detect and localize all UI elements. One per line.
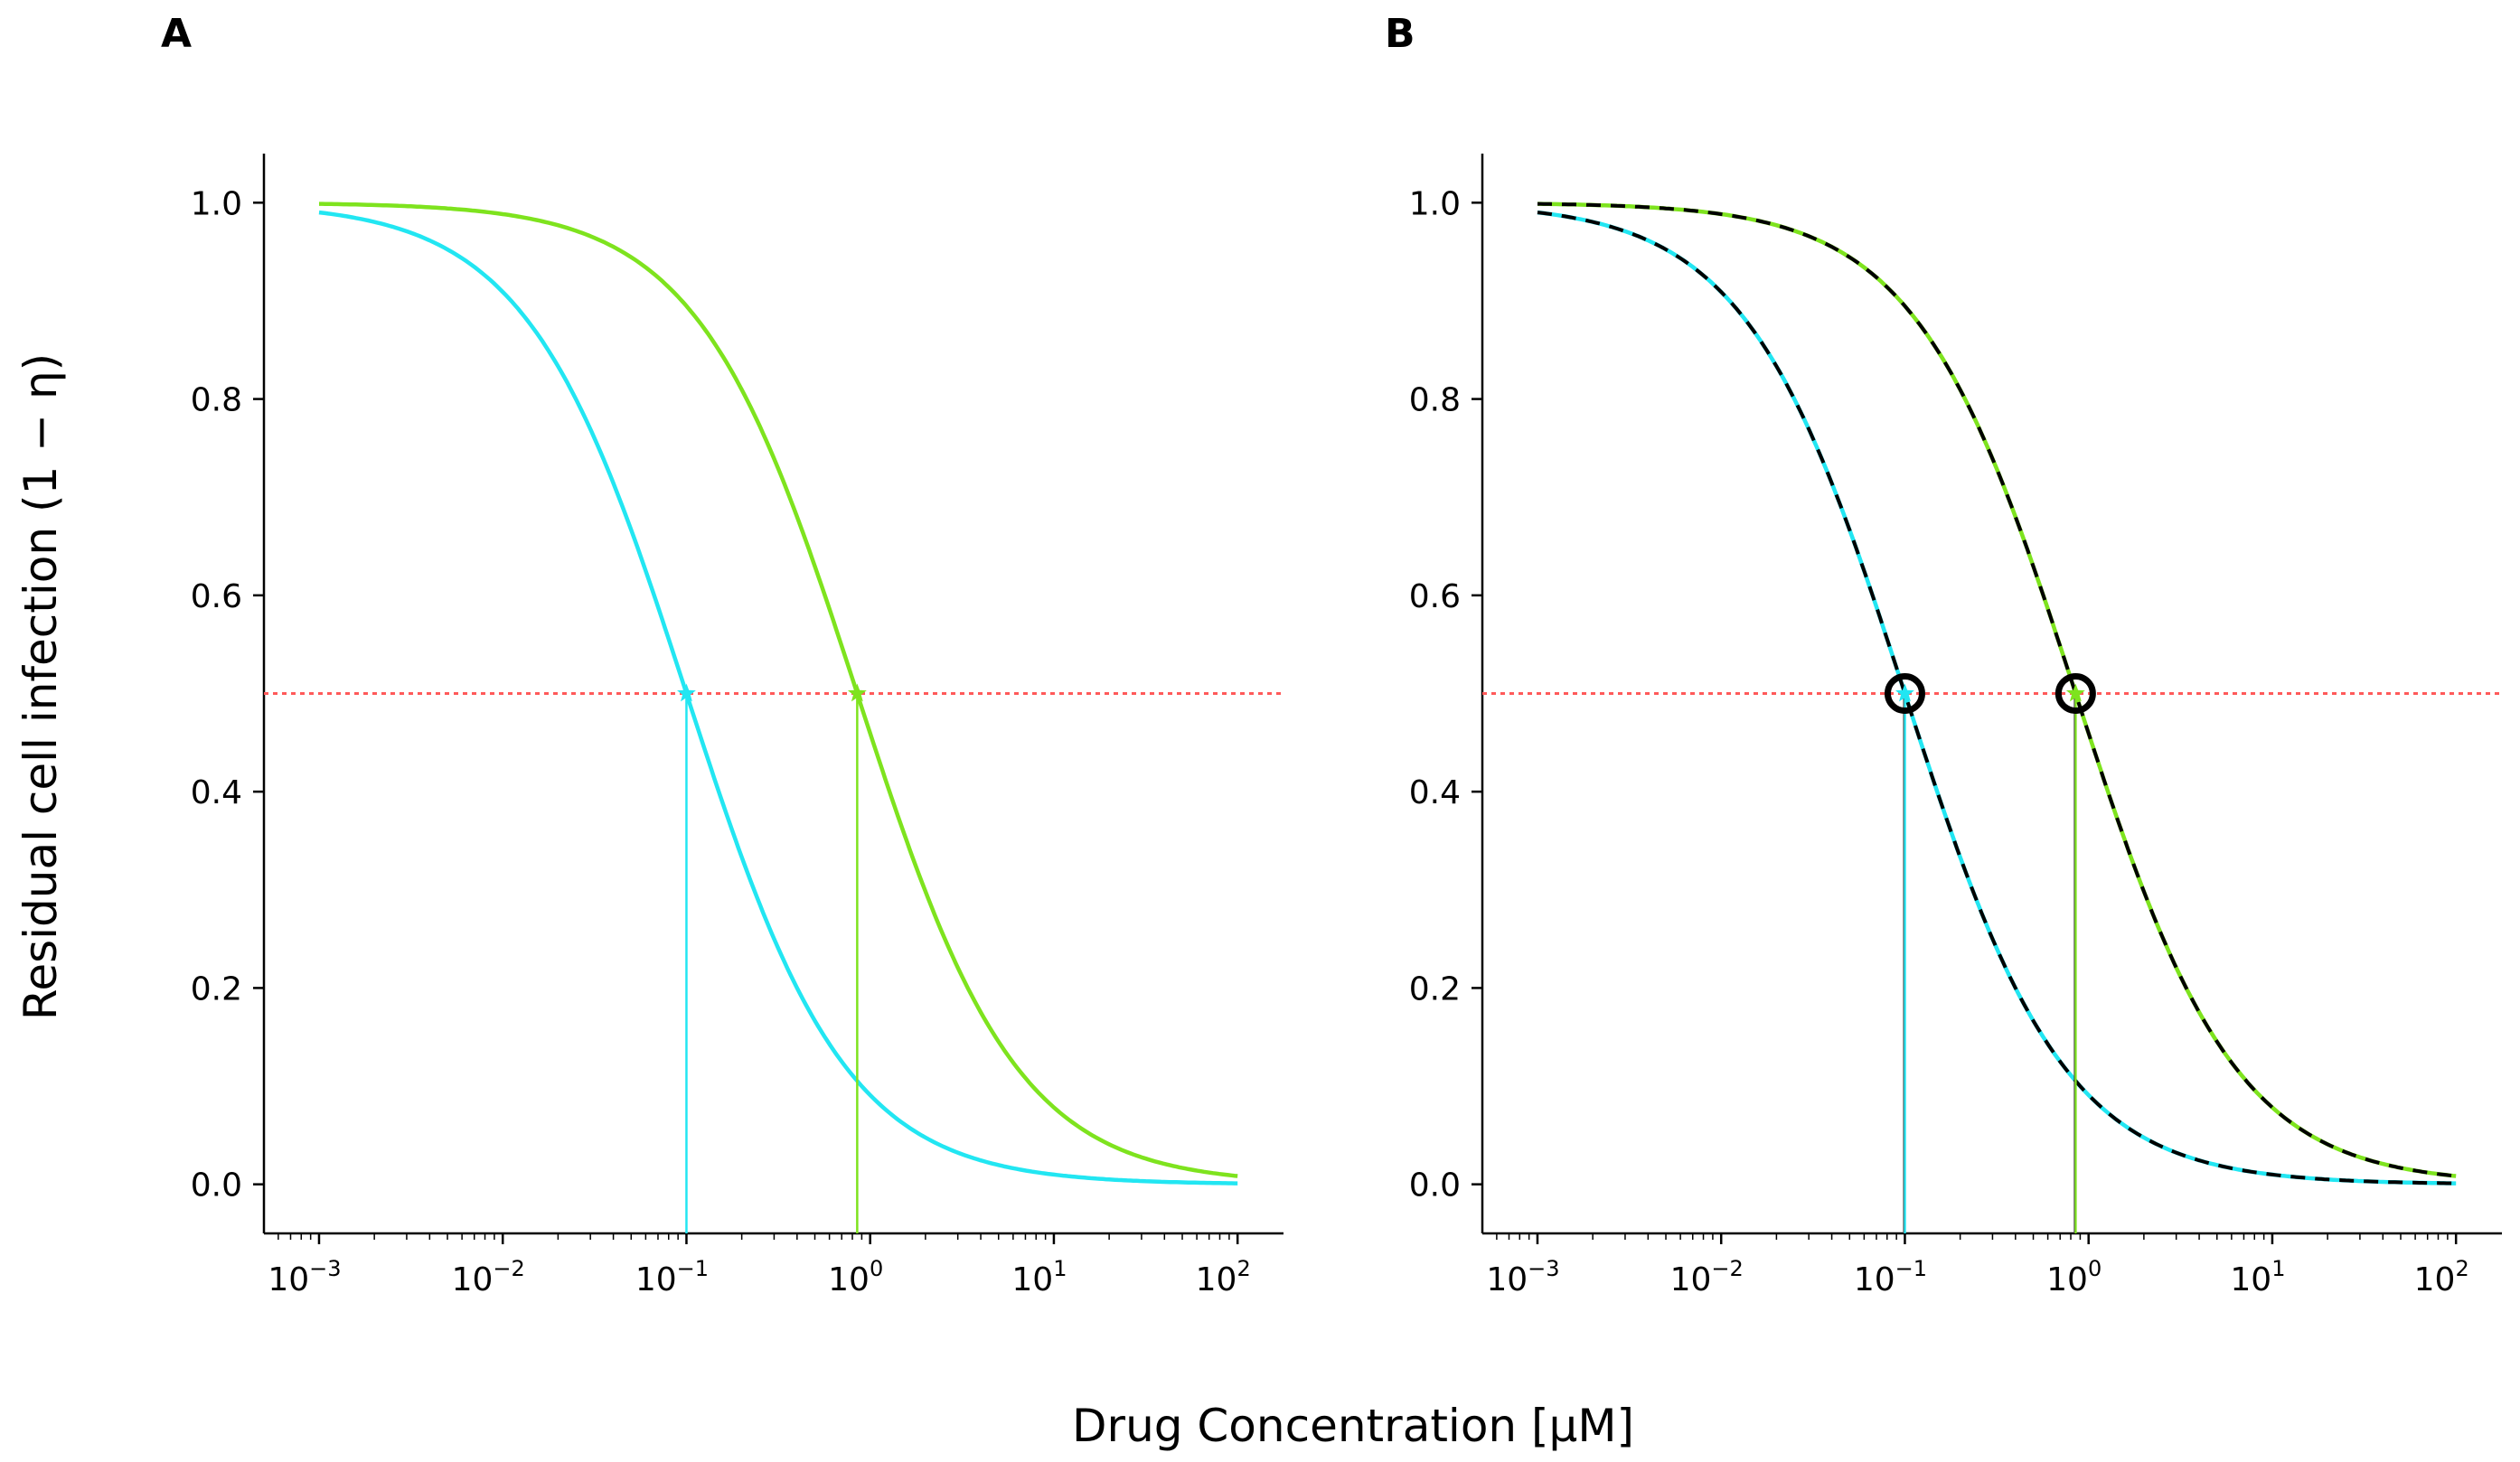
x-tick-exponent: −2 (493, 1256, 524, 1281)
x-tick-base: 10 (1854, 1261, 1895, 1298)
x-tick-base: 10 (1196, 1261, 1237, 1298)
x-tick-exponent: −1 (677, 1256, 709, 1281)
fit-curve-cyan (1537, 211, 2457, 1186)
x-tick-exponent: −2 (1711, 1256, 1743, 1281)
ic50-star-cyan (677, 683, 696, 702)
x-tick-label: 102 (1196, 1256, 1251, 1298)
y-tick-label: 0.0 (191, 1167, 242, 1204)
y-tick-label: 0.4 (191, 774, 242, 811)
x-tick-label: 10−3 (1486, 1256, 1559, 1298)
x-tick-label: 10−1 (635, 1256, 709, 1298)
x-tick-base: 10 (1011, 1261, 1053, 1298)
x-tick-base: 10 (1670, 1261, 1712, 1298)
x-tick-exponent: −3 (309, 1256, 341, 1281)
x-tick-exponent: 1 (2271, 1256, 2285, 1281)
x-tick-exponent: 0 (2088, 1256, 2102, 1281)
x-tick-label: 100 (2046, 1256, 2102, 1298)
x-tick-label: 101 (2230, 1256, 2285, 1298)
x-tick-base: 10 (452, 1261, 494, 1298)
x-tick-base: 10 (828, 1261, 870, 1298)
y-tick-label: 1.0 (191, 185, 242, 222)
panel-letter-a: A (161, 11, 192, 57)
y-tick-label: 0.8 (191, 382, 242, 419)
curve-cyan (1537, 210, 2457, 1186)
ic50-star-cyan (1895, 683, 1914, 702)
y-tick-label: 1.0 (1409, 185, 1461, 222)
x-tick-base: 10 (1486, 1261, 1528, 1298)
y-axis-title: Residual cell infection (1 − η) (14, 353, 67, 1020)
x-tick-label: 102 (2414, 1256, 2469, 1298)
ic50-fit-marker-green (2055, 673, 2096, 714)
x-tick-exponent: −1 (1895, 1256, 1927, 1281)
panel-b: 0.00.20.40.60.81.010−3 10−2 10−1 100 101 102 (1409, 154, 2502, 1298)
fit-curve-green (1537, 201, 2457, 1178)
ic50-fit-marker-cyan (1884, 673, 1925, 714)
x-axis-title: Drug Concentration [μM] (1072, 1400, 1634, 1452)
x-tick-exponent: 0 (870, 1256, 883, 1281)
curve-cyan (318, 210, 1238, 1186)
panel-a: 0.00.20.40.60.81.010−3 10−2 10−1 100 101 102 (191, 154, 1284, 1298)
y-tick-label: 0.2 (1409, 970, 1461, 1007)
x-tick-base: 10 (635, 1261, 677, 1298)
x-tick-exponent: 1 (1053, 1256, 1067, 1281)
y-tick-label: 0.8 (1409, 382, 1461, 419)
x-tick-base: 10 (2414, 1261, 2456, 1298)
x-tick-label: 10−2 (452, 1256, 525, 1298)
x-tick-base: 10 (2230, 1261, 2271, 1298)
ic50-star-green (847, 683, 867, 702)
x-tick-base: 10 (2046, 1261, 2088, 1298)
y-tick-label: 0.6 (191, 578, 242, 615)
x-tick-exponent: 2 (1236, 1256, 1250, 1281)
x-tick-label: 10−3 (268, 1256, 341, 1298)
ic50-star-green (2065, 683, 2085, 702)
panel-letter-b: B (1385, 11, 1415, 57)
y-tick-label: 0.2 (191, 970, 242, 1007)
curve-green (319, 201, 1238, 1178)
y-tick-label: 0.6 (1409, 578, 1461, 615)
y-tick-label: 0.4 (1409, 774, 1461, 811)
x-tick-exponent: −3 (1528, 1256, 1559, 1281)
curve-green (1537, 201, 2457, 1178)
y-tick-label: 0.0 (1409, 1167, 1461, 1204)
x-tick-base: 10 (268, 1261, 309, 1298)
x-tick-label: 101 (1011, 1256, 1067, 1298)
x-tick-exponent: 2 (2455, 1256, 2468, 1281)
x-tick-label: 100 (828, 1256, 883, 1298)
x-tick-label: 10−1 (1854, 1256, 1927, 1298)
x-tick-label: 10−2 (1670, 1256, 1744, 1298)
